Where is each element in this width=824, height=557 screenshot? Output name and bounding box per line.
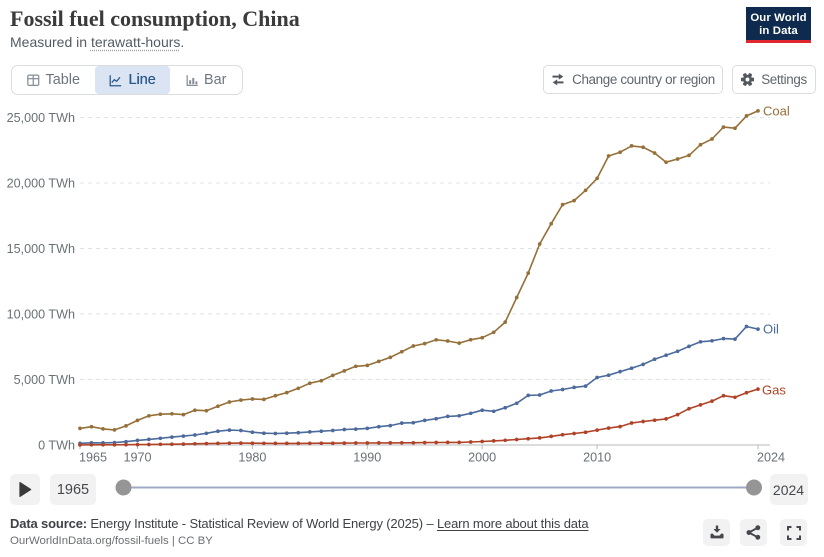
svg-text:Coal: Coal bbox=[763, 104, 790, 119]
svg-text:15,000 TWh: 15,000 TWh bbox=[7, 242, 75, 256]
svg-text:1990: 1990 bbox=[353, 451, 381, 465]
svg-text:2024: 2024 bbox=[757, 451, 785, 465]
svg-text:Gas: Gas bbox=[762, 383, 786, 398]
svg-text:25,000 TWh: 25,000 TWh bbox=[7, 111, 75, 125]
svg-text:10,000 TWh: 10,000 TWh bbox=[7, 307, 75, 321]
svg-text:Oil: Oil bbox=[763, 322, 779, 337]
svg-text:1980: 1980 bbox=[238, 451, 266, 465]
svg-text:1965: 1965 bbox=[79, 451, 107, 465]
svg-text:2010: 2010 bbox=[583, 451, 611, 465]
svg-text:1970: 1970 bbox=[123, 451, 151, 465]
svg-text:0 TWh: 0 TWh bbox=[38, 438, 75, 452]
svg-text:5,000 TWh: 5,000 TWh bbox=[14, 373, 75, 387]
svg-text:2000: 2000 bbox=[468, 451, 496, 465]
svg-text:20,000 TWh: 20,000 TWh bbox=[7, 176, 75, 190]
